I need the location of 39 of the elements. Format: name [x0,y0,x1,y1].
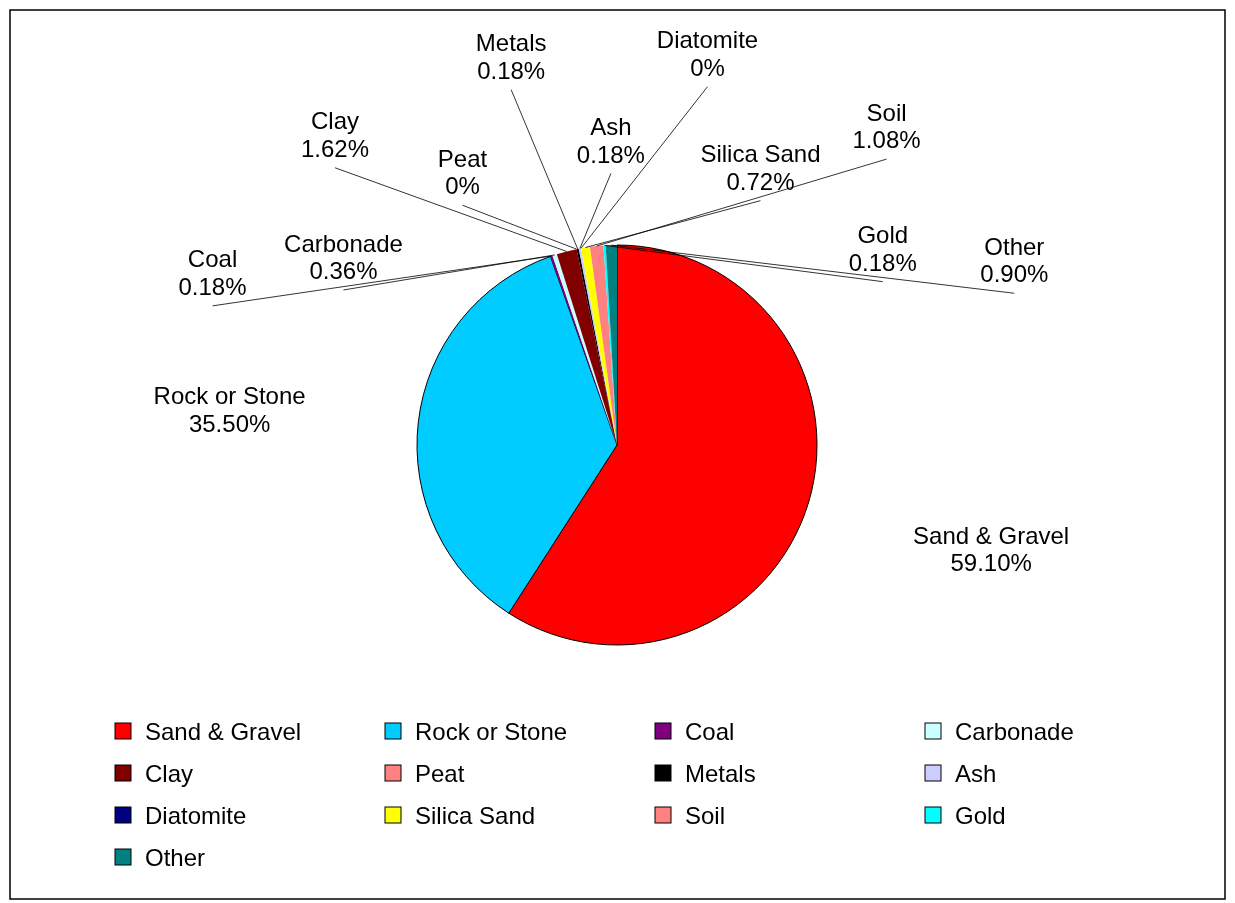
text: 0% [690,53,725,81]
text: 0% [445,172,480,200]
slice-label: Clay [311,107,360,135]
legend-label: Other [145,844,206,871]
legend-label: Rock or Stone [415,718,568,745]
slice-label: Ash [590,113,632,141]
legend-label: Peat [415,760,465,787]
slice-label: Coal [187,245,238,273]
legend-label: Diatomite [145,802,247,829]
legend-label: Metals [685,760,756,787]
data-label: 1.62% [301,134,370,162]
slice-label: Silica Sand [700,140,821,168]
slice-label: Soil [866,98,907,126]
data-label: 0.18% [576,140,645,168]
slice-label: Other [984,232,1045,260]
slice-label: Metals [475,29,547,57]
category-label: Peat [437,144,488,172]
slice-label: Sand & Gravel [913,521,1070,549]
legend-label: Clay [145,760,194,787]
slice-label: Rock or Stone [153,382,306,410]
data-label: 0.18% [178,273,247,301]
data-label: 0.72% [726,167,795,195]
legend-label: Gold [955,802,1006,829]
legend-label: Carbonade [955,718,1074,745]
data-label: 0.18% [477,56,546,84]
legend-label: Silica Sand [415,802,536,829]
data-label: 0.18% [848,248,917,276]
data-label: 35.50% [188,410,271,438]
data-label: 0.36% [309,257,378,285]
legend-label: Soil [685,802,726,829]
category-label: Diatomite [656,26,759,54]
data-label: 59.10% [950,549,1032,577]
data-label: 1.08% [852,126,921,154]
legend-label: Coal [685,718,735,745]
slice-label: Gold [857,221,909,249]
data-label: 0.90% [980,260,1049,288]
legend-label: Sand & Gravel [145,718,302,745]
slice-label: Carbonade [284,229,403,257]
legend-label: Ash [955,760,997,787]
